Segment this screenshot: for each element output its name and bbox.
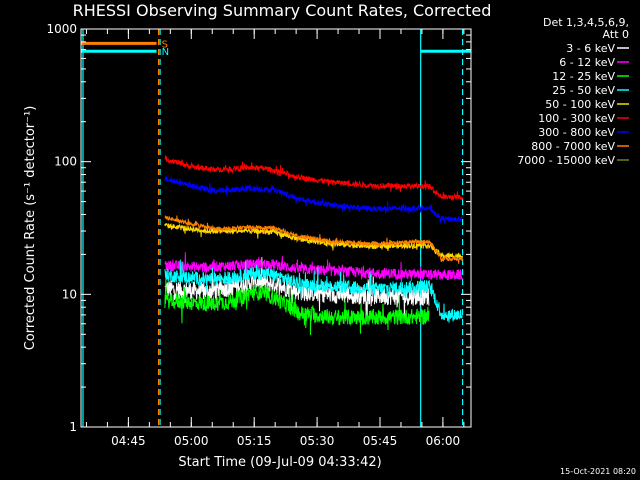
x-tick-label: 06:00	[426, 434, 461, 448]
saa-marker-label: N	[162, 47, 169, 58]
chart-title: RHESSI Observing Summary Count Rates, Co…	[73, 1, 492, 20]
saa-marker-label: S	[162, 39, 168, 50]
plot-frame	[80, 28, 472, 428]
x-axis: 04:45 05:00 05:15 05:30 05:45 06:00	[85, 29, 465, 448]
series-line	[164, 277, 430, 336]
y-tick-label: 10	[62, 287, 77, 301]
series-line	[164, 259, 463, 323]
legend-header: Att 0	[603, 28, 629, 41]
x-tick-label: 05:00	[174, 434, 209, 448]
x-tick-label: 04:45	[111, 434, 146, 448]
flag-lines	[82, 29, 464, 427]
series-line	[164, 252, 463, 287]
legend-entry: 6 - 12 keV	[559, 56, 615, 69]
x-tick-label: 05:15	[237, 434, 272, 448]
legend-entry: 100 - 300 keV	[538, 112, 615, 125]
x-axis-label: Start Time (09-Jul-09 04:33:42)	[178, 455, 381, 470]
legend-header: Det 1,3,4,5,6,9,	[543, 16, 629, 29]
legend-entry: 300 - 800 keV	[538, 126, 615, 139]
saa-markers: SN	[81, 39, 471, 58]
y-tick-label: 100	[54, 155, 77, 169]
y-tick-label: 1	[69, 420, 77, 434]
y-tick-label: 1000	[46, 22, 77, 36]
series-group	[164, 155, 463, 336]
legend-entry: 800 - 7000 keV	[531, 140, 615, 153]
series-line	[164, 176, 463, 224]
x-tick-label: 05:45	[363, 434, 398, 448]
legend-entry: 3 - 6 keV	[566, 42, 615, 55]
y-axis-label: Corrected Count Rate (s⁻¹ detector⁻¹)	[23, 106, 38, 351]
y-axis: 1 10 100 1000	[46, 22, 471, 434]
series-line	[164, 215, 463, 264]
legend-entry: 50 - 100 keV	[545, 98, 615, 111]
footer-timestamp: 15-Oct-2021 08:20	[560, 467, 636, 476]
x-tick-label: 05:30	[300, 434, 335, 448]
legend-entry: 25 - 50 keV	[552, 84, 615, 97]
series-line	[164, 155, 463, 202]
legend-entry: 7000 - 15000 keV	[517, 154, 615, 167]
legend-entry: 12 - 25 keV	[552, 70, 615, 83]
